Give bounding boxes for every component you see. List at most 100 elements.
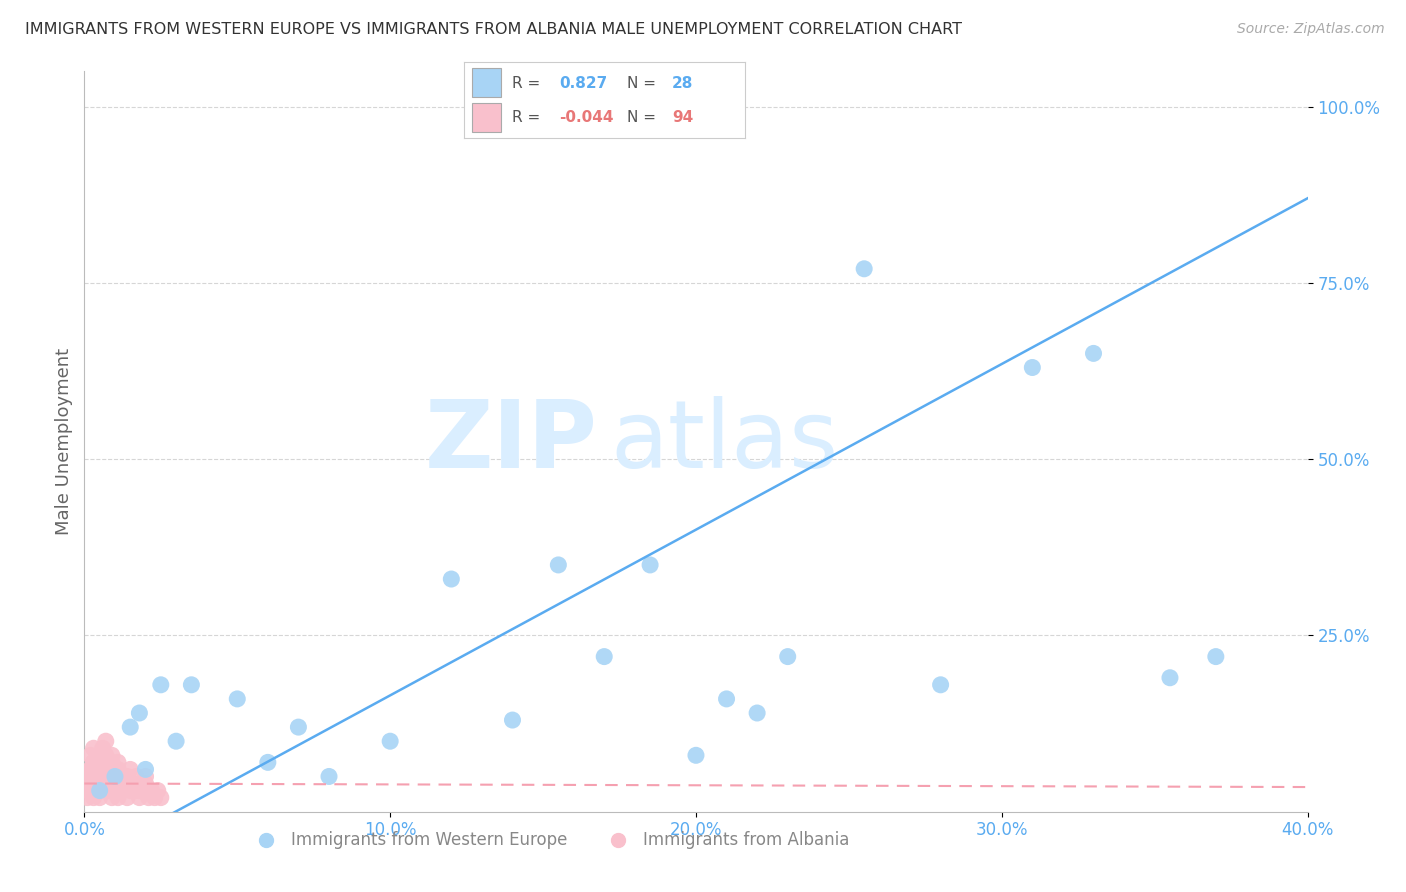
Point bbox=[125, 783, 148, 797]
Point bbox=[79, 776, 101, 790]
Point bbox=[86, 756, 108, 770]
Point bbox=[128, 790, 150, 805]
Point bbox=[89, 776, 111, 790]
Point bbox=[86, 776, 108, 790]
Point bbox=[112, 776, 135, 790]
Point bbox=[502, 713, 524, 727]
Point bbox=[79, 763, 101, 777]
Text: Source: ZipAtlas.com: Source: ZipAtlas.com bbox=[1237, 22, 1385, 37]
Point bbox=[86, 783, 108, 797]
Point bbox=[107, 776, 129, 790]
Point bbox=[94, 734, 117, 748]
Point bbox=[104, 769, 127, 783]
Point bbox=[122, 776, 145, 790]
Point bbox=[79, 776, 101, 790]
Point bbox=[110, 776, 132, 790]
Point bbox=[180, 678, 202, 692]
Point bbox=[1021, 360, 1043, 375]
Point bbox=[79, 783, 101, 797]
Point bbox=[318, 769, 340, 783]
Point bbox=[165, 734, 187, 748]
Point bbox=[122, 776, 145, 790]
Point bbox=[929, 678, 952, 692]
Point bbox=[91, 783, 114, 797]
Point bbox=[149, 678, 172, 692]
Point bbox=[101, 776, 124, 790]
Text: N =: N = bbox=[627, 76, 657, 91]
Point bbox=[94, 769, 117, 783]
Point bbox=[89, 748, 111, 763]
Point bbox=[110, 769, 132, 783]
Point bbox=[83, 783, 105, 797]
Text: R =: R = bbox=[512, 110, 540, 125]
Point bbox=[79, 776, 101, 790]
Point bbox=[104, 763, 127, 777]
Point bbox=[380, 734, 402, 748]
Text: IMMIGRANTS FROM WESTERN EUROPE VS IMMIGRANTS FROM ALBANIA MALE UNEMPLOYMENT CORR: IMMIGRANTS FROM WESTERN EUROPE VS IMMIGR… bbox=[25, 22, 962, 37]
Point bbox=[138, 790, 160, 805]
Point bbox=[91, 741, 114, 756]
Point bbox=[115, 769, 138, 783]
Point bbox=[86, 769, 108, 783]
Point bbox=[112, 769, 135, 783]
Point bbox=[94, 763, 117, 777]
Point bbox=[83, 756, 105, 770]
Point bbox=[76, 790, 98, 805]
Point bbox=[97, 769, 120, 783]
Point bbox=[1205, 649, 1227, 664]
Point bbox=[135, 769, 157, 783]
Point bbox=[141, 783, 163, 797]
Point bbox=[125, 769, 148, 783]
Point bbox=[101, 748, 124, 763]
Point bbox=[83, 769, 105, 783]
Point bbox=[110, 783, 132, 797]
Point bbox=[83, 776, 105, 790]
Point bbox=[287, 720, 309, 734]
Point bbox=[1083, 346, 1105, 360]
Point bbox=[112, 776, 135, 790]
Point bbox=[94, 748, 117, 763]
Point bbox=[685, 748, 707, 763]
Point bbox=[86, 756, 108, 770]
Point bbox=[104, 763, 127, 777]
Point bbox=[135, 763, 157, 777]
Point bbox=[120, 783, 142, 797]
Point bbox=[135, 776, 157, 790]
Point bbox=[101, 790, 124, 805]
Point bbox=[83, 763, 105, 777]
Point bbox=[91, 748, 114, 763]
Text: 0.827: 0.827 bbox=[560, 76, 607, 91]
Point bbox=[83, 783, 105, 797]
Point bbox=[97, 756, 120, 770]
Text: 28: 28 bbox=[672, 76, 693, 91]
Point bbox=[149, 790, 172, 805]
Point bbox=[89, 776, 111, 790]
Point bbox=[101, 769, 124, 783]
Point bbox=[747, 706, 769, 720]
Text: -0.044: -0.044 bbox=[560, 110, 614, 125]
Point bbox=[776, 649, 799, 664]
Text: R =: R = bbox=[512, 76, 540, 91]
Point bbox=[128, 783, 150, 797]
Point bbox=[89, 790, 111, 805]
Point bbox=[91, 756, 114, 770]
Point bbox=[89, 763, 111, 777]
Point bbox=[97, 763, 120, 777]
Point bbox=[143, 790, 166, 805]
Point bbox=[226, 692, 249, 706]
Point bbox=[76, 783, 98, 797]
Text: 94: 94 bbox=[672, 110, 693, 125]
Point bbox=[83, 769, 105, 783]
Point bbox=[115, 790, 138, 805]
Point bbox=[89, 783, 111, 797]
Point bbox=[120, 763, 142, 777]
Point bbox=[94, 763, 117, 777]
Point bbox=[146, 783, 169, 797]
Point bbox=[86, 763, 108, 777]
Point bbox=[1159, 671, 1181, 685]
Legend: Immigrants from Western Europe, Immigrants from Albania: Immigrants from Western Europe, Immigran… bbox=[243, 824, 856, 855]
Point bbox=[79, 748, 101, 763]
Point bbox=[107, 769, 129, 783]
Text: ZIP: ZIP bbox=[425, 395, 598, 488]
Point bbox=[79, 763, 101, 777]
